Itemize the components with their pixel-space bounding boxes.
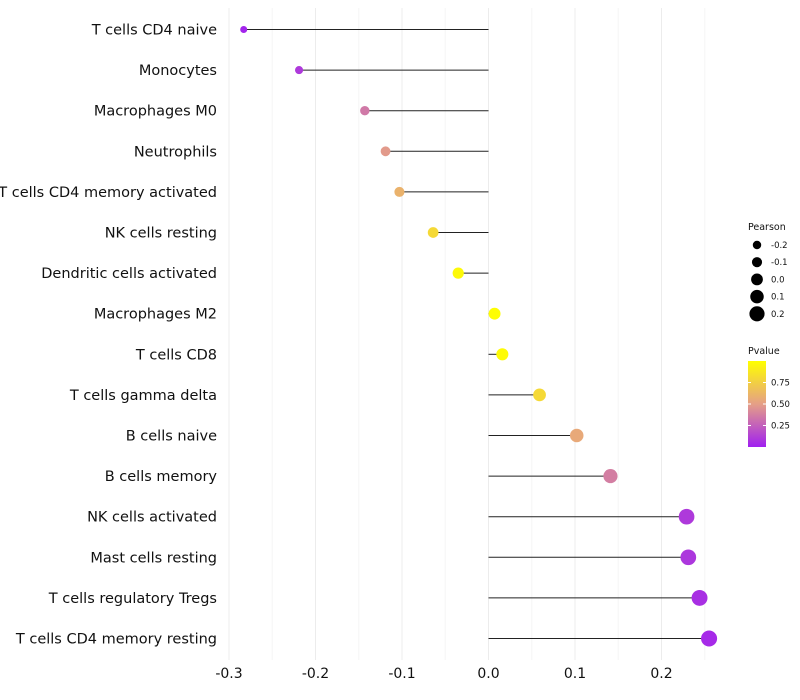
category-label: Monocytes [139, 63, 217, 79]
category-label: T cells gamma delta [69, 388, 217, 404]
size-legend-label: 0.2 [771, 310, 785, 320]
colorbar-tick-label: 0.75 [771, 379, 790, 389]
lollipop-point [427, 227, 439, 238]
lollipop-point [394, 186, 405, 197]
lollipop-point [360, 106, 370, 116]
size-legend-key [752, 240, 762, 250]
lollipop-point [680, 549, 697, 566]
pvalue-color-legend: Pvalue 0.25 0.50 0.75 [748, 346, 790, 447]
lollipop-point [678, 508, 695, 525]
category-label: T cells CD4 naive [91, 23, 217, 39]
size-legend-label: -0.2 [771, 241, 788, 251]
lollipop-point [240, 25, 248, 34]
x-tick-label: 0.1 [564, 666, 586, 682]
size-legend-label: 0.1 [771, 293, 785, 303]
size-legend-key [750, 289, 764, 304]
colorbar-tick-label: 0.25 [771, 422, 790, 432]
color-legend-title: Pvalue [748, 346, 780, 357]
x-tick-label: -0.1 [388, 666, 415, 682]
category-label: Dendritic cells activated [41, 266, 217, 282]
size-legend-key [749, 306, 765, 322]
lollipop-point [691, 589, 708, 606]
pvalue-colorbar [748, 361, 766, 447]
category-label: Mast cells resting [90, 550, 217, 566]
pearson-size-legend: Pearson -0.2 -0.1 0.0 0.1 0.2 [748, 222, 788, 322]
lollipop-points [240, 25, 718, 647]
lollipop-point [295, 66, 304, 75]
x-tick-label: -0.2 [302, 666, 329, 682]
grid-lines [228, 8, 706, 660]
y-axis-category-labels: T cells CD4 naive Monocytes Macrophages M0… [0, 23, 217, 648]
category-label: T cells regulatory Tregs [48, 591, 217, 607]
lollipop-point [569, 428, 584, 443]
category-label: NK cells activated [87, 510, 217, 526]
size-legend-label: 0.0 [771, 275, 785, 285]
x-axis-tick-labels: -0.3 -0.2 -0.1 0.0 0.1 0.2 [215, 666, 672, 682]
x-tick-label: 0.0 [477, 666, 499, 682]
lollipop-point [603, 469, 618, 484]
category-label: T cells CD8 [135, 347, 217, 363]
lollipop-stems [243, 29, 710, 639]
category-label: Neutrophils [134, 144, 217, 160]
lollipop-point [496, 348, 509, 361]
colorbar-tick-label: 0.50 [771, 400, 790, 410]
lollipop-point [533, 388, 546, 402]
x-tick-label: 0.2 [650, 666, 672, 682]
lollipop-point [452, 267, 464, 279]
size-legend-title: Pearson [748, 222, 786, 233]
category-label: Macrophages M0 [94, 104, 217, 120]
category-label: Macrophages M2 [94, 307, 217, 323]
category-label: T cells CD4 memory activated [0, 185, 217, 201]
size-legend-label: -0.1 [771, 258, 788, 268]
x-tick-label: -0.3 [215, 666, 242, 682]
category-label: B cells memory [105, 469, 218, 485]
lollipop-point [488, 307, 501, 320]
category-label: T cells CD4 memory resting [15, 632, 217, 648]
category-label: NK cells resting [105, 226, 217, 242]
lollipop-point [380, 146, 391, 157]
size-legend-key [751, 273, 763, 286]
category-label: B cells naive [126, 429, 217, 445]
lollipop-point [701, 630, 718, 647]
size-legend-key [751, 257, 763, 268]
